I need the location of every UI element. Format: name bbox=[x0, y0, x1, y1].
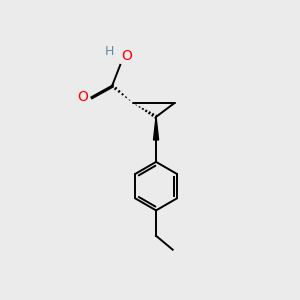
Text: O: O bbox=[78, 90, 88, 104]
Text: H: H bbox=[104, 45, 114, 58]
Polygon shape bbox=[154, 117, 159, 140]
Text: O: O bbox=[122, 49, 132, 63]
